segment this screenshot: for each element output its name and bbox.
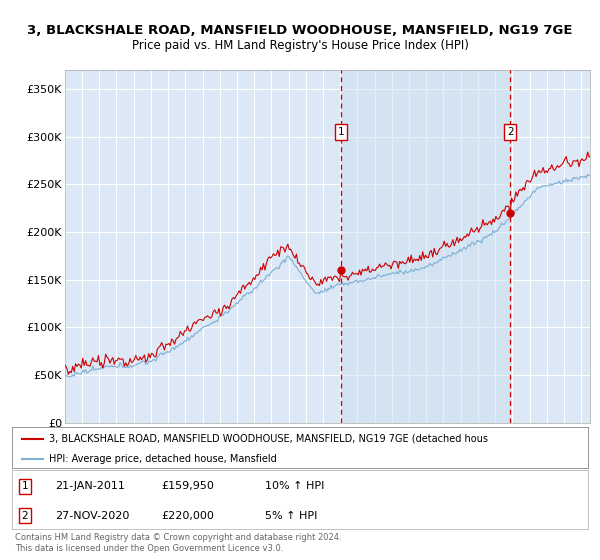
Point bbox=[505, 208, 515, 217]
Text: £220,000: £220,000 bbox=[162, 511, 215, 521]
Text: £159,950: £159,950 bbox=[162, 481, 215, 491]
Text: 3, BLACKSHALE ROAD, MANSFIELD WOODHOUSE, MANSFIELD, NG19 7GE (detached hous: 3, BLACKSHALE ROAD, MANSFIELD WOODHOUSE,… bbox=[49, 433, 488, 444]
Text: 1: 1 bbox=[22, 481, 28, 491]
Text: 2: 2 bbox=[22, 511, 28, 521]
Text: 27-NOV-2020: 27-NOV-2020 bbox=[55, 511, 130, 521]
Text: Price paid vs. HM Land Registry's House Price Index (HPI): Price paid vs. HM Land Registry's House … bbox=[131, 39, 469, 52]
Bar bbox=[341, 70, 510, 423]
Point bbox=[336, 266, 346, 275]
Text: 5% ↑ HPI: 5% ↑ HPI bbox=[265, 511, 318, 521]
Text: 3, BLACKSHALE ROAD, MANSFIELD WOODHOUSE, MANSFIELD, NG19 7GE: 3, BLACKSHALE ROAD, MANSFIELD WOODHOUSE,… bbox=[27, 24, 573, 36]
Text: 1: 1 bbox=[338, 127, 344, 137]
Text: 21-JAN-2011: 21-JAN-2011 bbox=[55, 481, 125, 491]
Text: 2: 2 bbox=[507, 127, 514, 137]
Text: Contains HM Land Registry data © Crown copyright and database right 2024.
This d: Contains HM Land Registry data © Crown c… bbox=[15, 533, 341, 553]
Text: 10% ↑ HPI: 10% ↑ HPI bbox=[265, 481, 325, 491]
Text: HPI: Average price, detached house, Mansfield: HPI: Average price, detached house, Mans… bbox=[49, 454, 277, 464]
